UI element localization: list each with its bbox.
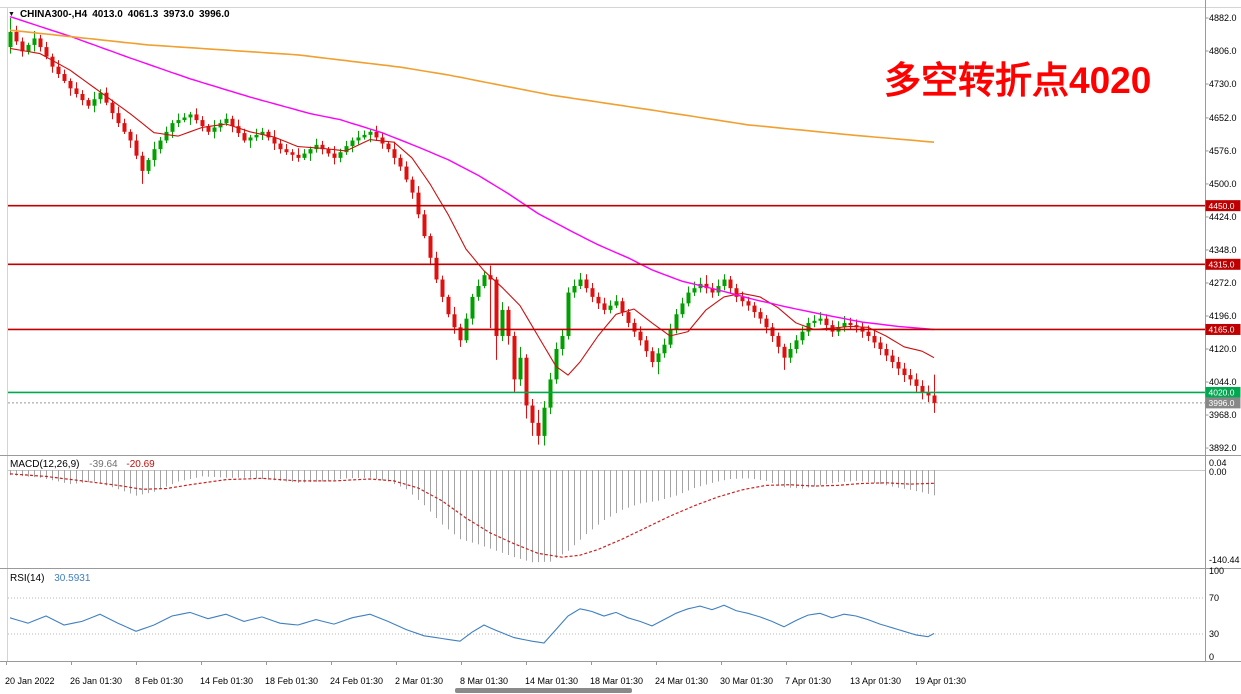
svg-text:0.04: 0.04 bbox=[1209, 458, 1227, 468]
ma-layer bbox=[9, 16, 935, 331]
svg-text:4882.0: 4882.0 bbox=[1209, 13, 1237, 23]
svg-text:3892.0: 3892.0 bbox=[1209, 443, 1237, 453]
rsi-indicator-label: RSI(14) 30.5931 bbox=[10, 573, 90, 584]
svg-text:24 Mar 01:30: 24 Mar 01:30 bbox=[655, 676, 708, 686]
ma-fast-red bbox=[9, 47, 935, 376]
ohlc-close: 3996.0 bbox=[198, 9, 230, 20]
rsi-name: RSI(14) bbox=[10, 573, 45, 584]
svg-text:30 Mar 01:30: 30 Mar 01:30 bbox=[720, 676, 773, 686]
ohlc-high: 4061.3 bbox=[127, 9, 159, 20]
svg-text:4450.0: 4450.0 bbox=[1209, 201, 1235, 211]
svg-text:70: 70 bbox=[1209, 593, 1219, 603]
svg-text:8 Mar 01:30: 8 Mar 01:30 bbox=[460, 676, 508, 686]
time-axis[interactable]: 20 Jan 2022 26 Jan 01:30 8 Feb 01:30 14 Feb… bbox=[5, 662, 966, 686]
symbol-ohlc-label: ▼ CHINA300-,H4 4013.0 4061.3 3973.0 3996… bbox=[8, 9, 230, 20]
svg-text:0: 0 bbox=[1209, 652, 1214, 662]
ohlc-open: 4013.0 bbox=[92, 9, 123, 20]
price-axis[interactable]: 4882.0 4806.0 4730.0 4652.0 4576.0 4500.0 4424… bbox=[1205, 13, 1241, 453]
macd-indicator-label: MACD(12,26,9) -39.64 -20.69 bbox=[10, 459, 155, 470]
svg-text:8 Feb 01:30: 8 Feb 01:30 bbox=[135, 676, 183, 686]
svg-text:4165.0: 4165.0 bbox=[1209, 325, 1235, 335]
svg-text:2 Mar 01:30: 2 Mar 01:30 bbox=[395, 676, 443, 686]
ma-layer bbox=[9, 47, 935, 376]
svg-text:14 Feb 01:30: 14 Feb 01:30 bbox=[200, 676, 253, 686]
svg-text:4500.0: 4500.0 bbox=[1209, 179, 1237, 189]
rsi-panel: 100 70 30 0 bbox=[8, 566, 1224, 662]
macd-value: -39.64 bbox=[89, 459, 118, 470]
svg-text:4730.0: 4730.0 bbox=[1209, 79, 1237, 89]
svg-text:4348.0: 4348.0 bbox=[1209, 245, 1237, 255]
svg-text:24 Feb 01:30: 24 Feb 01:30 bbox=[330, 676, 383, 686]
svg-text:26 Jan 01:30: 26 Jan 01:30 bbox=[70, 676, 122, 686]
svg-text:3996.0: 3996.0 bbox=[1209, 398, 1235, 408]
svg-text:4576.0: 4576.0 bbox=[1209, 146, 1237, 156]
macd-name: MACD(12,26,9) bbox=[10, 459, 80, 470]
svg-text:14 Mar 01:30: 14 Mar 01:30 bbox=[525, 676, 578, 686]
svg-text:100: 100 bbox=[1209, 566, 1224, 576]
candles-layer[interactable] bbox=[8, 17, 937, 446]
svg-text:4806.0: 4806.0 bbox=[1209, 46, 1237, 56]
ohlc-low: 3973.0 bbox=[163, 9, 194, 20]
svg-text:18 Feb 01:30: 18 Feb 01:30 bbox=[265, 676, 318, 686]
svg-text:18 Mar 01:30: 18 Mar 01:30 bbox=[590, 676, 643, 686]
svg-text:4272.0: 4272.0 bbox=[1209, 278, 1237, 288]
svg-text:4652.0: 4652.0 bbox=[1209, 113, 1237, 123]
svg-text:13 Apr 01:30: 13 Apr 01:30 bbox=[850, 676, 901, 686]
horizontal-scrollbar[interactable] bbox=[455, 688, 632, 693]
ma-mid-magenta bbox=[9, 16, 935, 331]
svg-text:4424.0: 4424.0 bbox=[1209, 212, 1237, 222]
rsi-value: 30.5931 bbox=[54, 573, 91, 584]
svg-text:4196.0: 4196.0 bbox=[1209, 311, 1237, 321]
svg-text:7 Apr 01:30: 7 Apr 01:30 bbox=[785, 676, 831, 686]
chevron-down-icon[interactable]: ▼ bbox=[8, 11, 15, 18]
svg-text:4020.0: 4020.0 bbox=[1209, 388, 1235, 398]
svg-text:19 Apr 01:30: 19 Apr 01:30 bbox=[915, 676, 966, 686]
ma-slow-orange bbox=[9, 29, 935, 143]
symbol-period: CHINA300-,H4 bbox=[19, 9, 88, 20]
macd-signal-value: -20.69 bbox=[126, 459, 155, 470]
svg-text:4044.0: 4044.0 bbox=[1209, 377, 1237, 387]
ma-layer bbox=[9, 29, 935, 143]
annotation-text: 多空转折点4020 bbox=[884, 60, 1152, 101]
svg-text:4120.0: 4120.0 bbox=[1209, 344, 1237, 354]
svg-text:3968.0: 3968.0 bbox=[1209, 410, 1237, 420]
svg-text:4315.0: 4315.0 bbox=[1209, 259, 1235, 269]
svg-text:0.00: 0.00 bbox=[1209, 467, 1227, 477]
rsi-line bbox=[9, 604, 935, 644]
macd-panel: 0.040.00 -140.44 bbox=[8, 458, 1240, 565]
svg-text:-140.44: -140.44 bbox=[1209, 555, 1240, 565]
horizontal-lines[interactable] bbox=[8, 204, 1205, 394]
svg-text:20 Jan 2022: 20 Jan 2022 bbox=[5, 676, 55, 686]
svg-text:30: 30 bbox=[1209, 629, 1219, 639]
